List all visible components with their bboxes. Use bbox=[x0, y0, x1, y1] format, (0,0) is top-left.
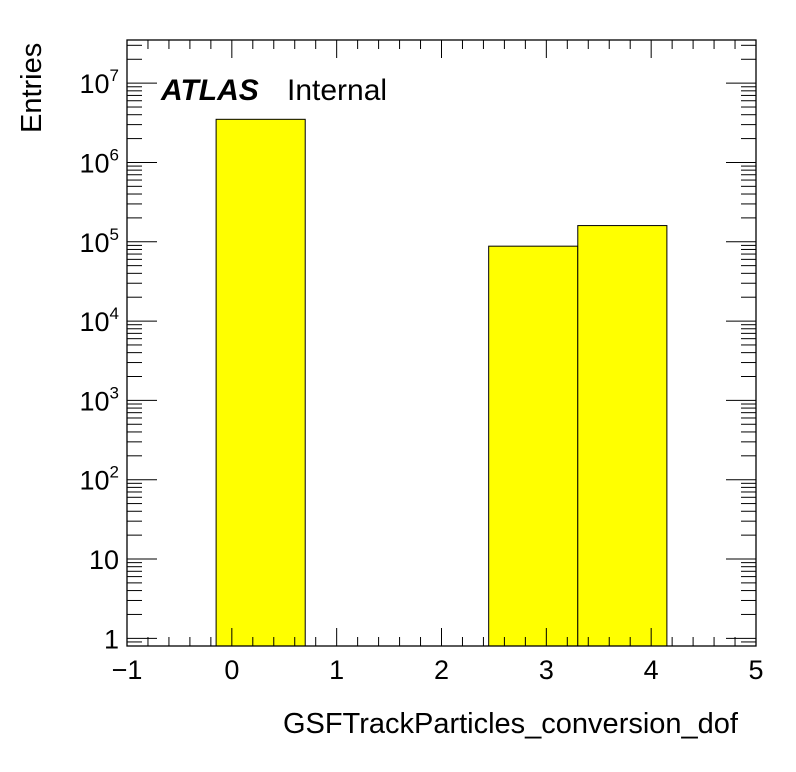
internal-label: Internal bbox=[287, 74, 387, 107]
histogram-bar-2 bbox=[488, 245, 579, 647]
x-tick-label: −1 bbox=[112, 655, 143, 685]
plot-frame bbox=[126, 39, 757, 647]
y-tick-label: 102 bbox=[79, 463, 119, 496]
x-tick-label: 2 bbox=[434, 655, 449, 685]
y-tick-label: 107 bbox=[79, 66, 119, 99]
x-tick-label: 0 bbox=[224, 655, 239, 685]
histogram-bar-0 bbox=[215, 118, 306, 647]
x-tick-label: 3 bbox=[539, 655, 554, 685]
y-tick-label: 105 bbox=[79, 225, 119, 258]
y-tick-label: 104 bbox=[79, 304, 119, 337]
histogram-bar-3 bbox=[577, 225, 668, 647]
y-tick-label: 106 bbox=[79, 145, 119, 178]
x-tick-label: 5 bbox=[748, 655, 763, 685]
y-tick-label: 103 bbox=[79, 383, 119, 416]
atlas-label: ATLAS bbox=[160, 74, 259, 107]
y-tick-labels: 1 10 102 103 104 105 106 107 bbox=[79, 66, 119, 654]
y-tick-label: 1 bbox=[104, 624, 119, 654]
x-tick-label: 1 bbox=[329, 655, 344, 685]
x-axis-title: GSFTrackParticles_conversion_dof bbox=[283, 708, 739, 740]
x-tick-label: 4 bbox=[644, 655, 659, 685]
y-tick-label: 10 bbox=[89, 545, 119, 575]
x-tick-labels: −1 0 1 2 3 4 5 bbox=[112, 655, 764, 685]
y-axis-title: Entries bbox=[16, 43, 48, 133]
histogram-bars bbox=[215, 118, 668, 647]
